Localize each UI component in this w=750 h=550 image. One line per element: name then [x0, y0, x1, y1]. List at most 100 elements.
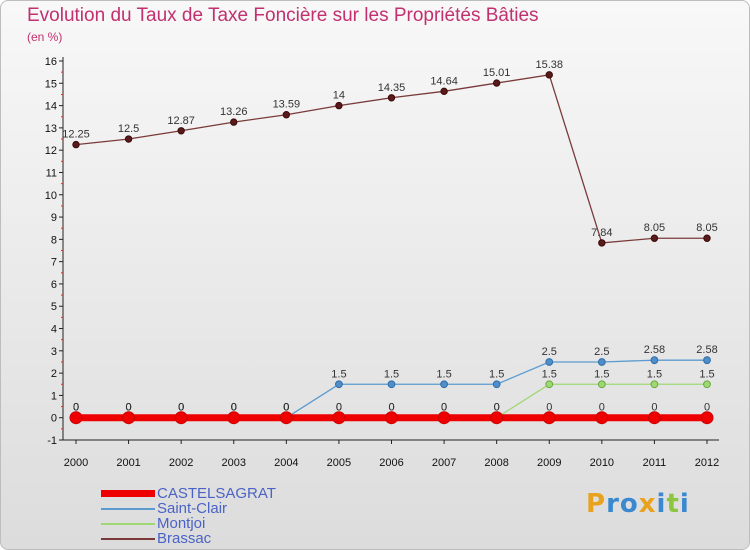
label-saint-clair: 0	[231, 402, 237, 414]
label-saint-clair: 1.5	[331, 368, 346, 380]
y-tick-label: 6	[51, 279, 57, 291]
x-tick-label: 2006	[379, 457, 403, 469]
label-saint-clair: 0	[178, 402, 184, 414]
point-brassac	[177, 127, 185, 135]
label-montjoi: 0	[283, 402, 289, 414]
label-saint-clair: 2.58	[696, 344, 717, 356]
label-saint-clair: 2.58	[644, 344, 665, 356]
series-lines	[69, 71, 714, 425]
x-tick-label: 2011	[643, 457, 667, 469]
point-brassac	[335, 101, 343, 110]
label-castelsagrat: 0	[546, 402, 552, 414]
label-castelsagrat: 0	[126, 402, 132, 414]
point-brassac	[703, 234, 711, 242]
label-castelsagrat: 0	[599, 402, 605, 414]
point-castelsagrat	[332, 411, 346, 425]
label-saint-clair: 1.5	[384, 368, 399, 380]
label-montjoi: 1.5	[542, 368, 557, 380]
legend-label-brassac: Brassac	[157, 530, 212, 547]
point-castelsagrat	[647, 411, 661, 425]
label-castelsagrat: 0	[651, 402, 657, 414]
point-castelsagrat	[227, 411, 241, 425]
legend-item-saint-clair: Saint-Clair	[101, 501, 276, 516]
point-castelsagrat	[490, 411, 504, 425]
label-montjoi: 0	[126, 402, 132, 414]
point-castelsagrat	[122, 411, 136, 425]
legend-swatch-saint-clair	[101, 507, 155, 510]
label-montjoi: 0	[178, 402, 184, 414]
y-tick-label: 12	[45, 145, 57, 157]
label-montjoi: 1.5	[594, 368, 609, 380]
logo-letter: i	[679, 489, 690, 519]
x-tick-label: 2008	[484, 457, 508, 469]
legend-swatch-brassac	[101, 537, 155, 540]
label-saint-clair: 0	[73, 402, 79, 414]
point-saint-clair	[440, 380, 448, 389]
label-castelsagrat: 0	[178, 402, 184, 414]
data-labels: 0 0 0 0 01.5 1.5 1.5 1.52.5 2.5 2.58 2.580 0 0 0 0 0 0 0 0…	[62, 59, 717, 414]
y-tick-label: 14	[45, 101, 57, 113]
point-castelsagrat	[385, 411, 398, 425]
point-brassac	[282, 111, 291, 119]
y-tick-label: 15	[45, 78, 57, 90]
point-brassac	[72, 140, 80, 149]
label-saint-clair: 1.5	[436, 368, 451, 380]
legend-item-castelsagrat: CASTELSAGRAT	[101, 486, 276, 501]
label-saint-clair: 0	[283, 402, 289, 414]
label-castelsagrat: 0	[283, 402, 289, 414]
point-brassac	[230, 118, 238, 126]
y-tick-label: 3	[51, 346, 57, 358]
label-castelsagrat: 0	[704, 402, 710, 414]
label-montjoi: 1.5	[699, 368, 714, 380]
point-montjoi	[703, 380, 711, 389]
label-brassac: 15.38	[535, 59, 563, 71]
x-tick-label: 2012	[695, 457, 719, 469]
label-castelsagrat: 0	[388, 402, 394, 414]
point-brassac	[650, 234, 659, 242]
y-tick-label: 8	[51, 234, 57, 246]
logo-letter: P	[586, 489, 607, 519]
x-tick-label: 2007	[432, 457, 456, 469]
x-tick-label: 2001	[116, 457, 140, 469]
unit-label: (en %)	[27, 30, 63, 44]
point-castelsagrat	[595, 411, 609, 425]
y-tick-label: 1	[51, 390, 57, 402]
label-castelsagrat: 0	[441, 402, 447, 414]
label-brassac: 13.59	[273, 99, 301, 111]
label-montjoi: 1.5	[647, 368, 662, 380]
label-castelsagrat: 0	[231, 402, 237, 414]
label-montjoi: 0	[336, 402, 342, 414]
legend-label-montjoi: Montjoi	[157, 515, 206, 532]
x-tick-label: 2005	[327, 457, 351, 469]
label-brassac: 15.01	[483, 67, 511, 79]
label-montjoi: 0	[388, 402, 394, 414]
label-brassac: 8.05	[644, 222, 665, 234]
legend-label-castelsagrat: CASTELSAGRAT	[157, 485, 276, 502]
y-tick-label: 7	[51, 257, 57, 269]
point-saint-clair	[703, 356, 711, 365]
y-tick-label: 5	[51, 301, 57, 313]
label-castelsagrat: 0	[73, 402, 79, 414]
logo-letter: t	[666, 489, 680, 519]
point-saint-clair	[650, 356, 659, 365]
y-tick-label: 10	[45, 190, 57, 202]
label-saint-clair: 2.5	[594, 346, 609, 358]
point-brassac	[387, 94, 396, 102]
y-tick-label: 4	[51, 324, 57, 336]
x-tick-label: 2009	[537, 457, 561, 469]
y-tick-label: 16	[45, 56, 57, 68]
point-brassac	[598, 239, 606, 247]
label-saint-clair: 1.5	[489, 368, 504, 380]
label-brassac: 14.35	[378, 82, 406, 94]
x-tick-label: 2002	[169, 457, 193, 469]
point-saint-clair	[335, 380, 343, 389]
label-brassac: 12.87	[167, 115, 195, 127]
y-tick-label: 13	[45, 123, 57, 135]
label-montjoi: 0	[231, 402, 237, 414]
point-brassac	[545, 71, 553, 79]
legend-item-montjoi: Montjoi	[101, 516, 276, 531]
label-brassac: 12.5	[118, 123, 139, 135]
label-saint-clair: 0	[126, 402, 132, 414]
